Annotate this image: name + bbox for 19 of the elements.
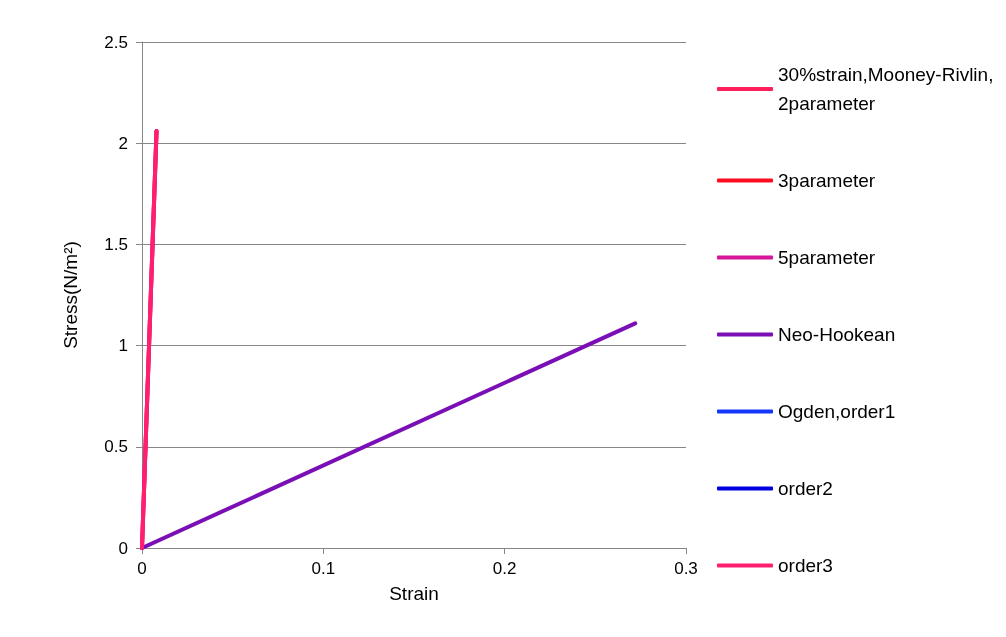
legend-label: 3parameter xyxy=(778,170,876,191)
legend-label: 5parameter xyxy=(778,247,876,268)
y-tick-label: 1 xyxy=(118,336,128,356)
legend-label: order3 xyxy=(778,555,833,576)
x-axis-title: Strain xyxy=(389,583,439,604)
y-tick-label: 0 xyxy=(118,538,128,558)
x-tick-label: 0.2 xyxy=(492,559,517,578)
legend-label: order2 xyxy=(778,478,833,499)
x-tick-label: 0.1 xyxy=(311,559,336,578)
y-tick-label: 2 xyxy=(118,133,128,153)
x-tick-label: 0.3 xyxy=(674,559,698,578)
y-tick-label: 0.5 xyxy=(104,437,128,457)
legend-label: 30%strain,Mooney-Rivlin,2parameter xyxy=(778,64,994,114)
x-tick-label: 0 xyxy=(137,559,147,578)
legend-label: Ogden,order1 xyxy=(778,401,896,422)
legend-label: Neo-Hookean xyxy=(778,324,896,345)
y-axis-title: Stress(N/m²) xyxy=(60,241,81,349)
y-tick-label: 2.5 xyxy=(104,32,128,52)
y-tick-label: 1.5 xyxy=(104,234,128,254)
